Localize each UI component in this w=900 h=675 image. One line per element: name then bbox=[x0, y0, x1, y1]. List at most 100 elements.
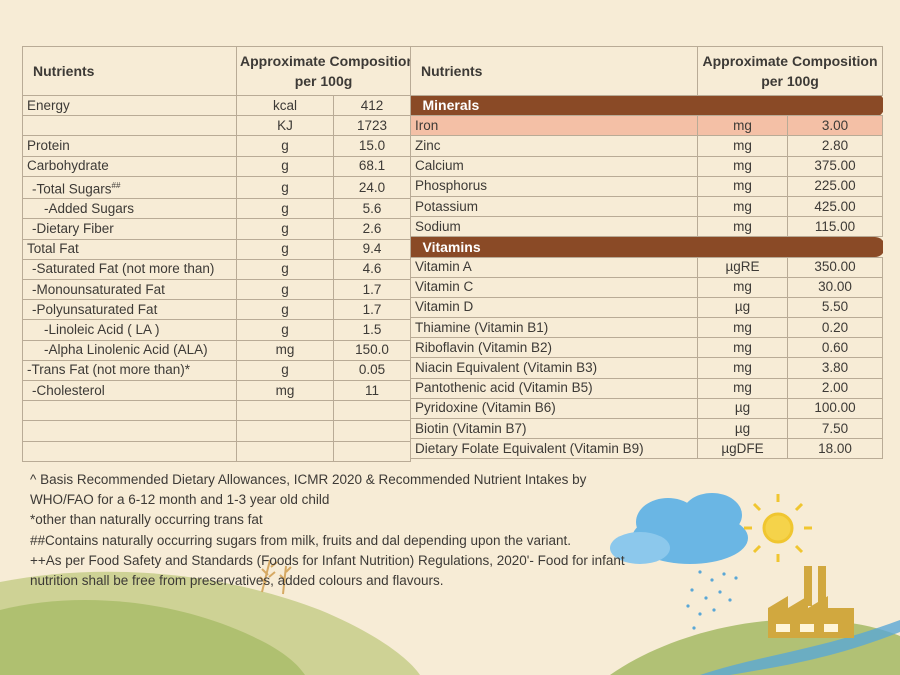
nutrient-label: Carbohydrate bbox=[27, 158, 109, 174]
table-header-row: Nutrients Approximate Composition per 10… bbox=[410, 46, 884, 96]
table-row: -Monounsaturated Fat g 1.7 bbox=[22, 278, 412, 301]
table-row: Calcium mg 375.00 bbox=[410, 155, 884, 177]
nutrients-header: Nutrients bbox=[410, 46, 698, 96]
nutrient-name bbox=[22, 420, 237, 442]
table-row: Riboflavin (Vitamin B2) mg 0.60 bbox=[410, 337, 884, 359]
table-row: Potassium mg 425.00 bbox=[410, 195, 884, 218]
nutrient-unit: g bbox=[236, 175, 334, 200]
nutrient-unit: g bbox=[236, 155, 334, 177]
cloud-icon bbox=[610, 493, 748, 564]
footnote-line: ^ Basis Recommended Dietary Allowances, … bbox=[30, 472, 587, 487]
nutrient-unit: kcal bbox=[236, 94, 334, 117]
table-row: Thiamine (Vitamin B1) mg 0.20 bbox=[410, 317, 884, 339]
table-row: -Trans Fat (not more than)* g 0.05 bbox=[22, 359, 412, 381]
table-row: Carbohydrate g 68.1 bbox=[22, 155, 412, 177]
table-row: Total Fat g 9.4 bbox=[22, 238, 412, 260]
nutrient-unit: mg bbox=[697, 115, 788, 137]
nutrient-unit bbox=[236, 400, 334, 422]
micronutrients-body: Minerals Iron mg 3.00 Zinc mg 2.80 Calcium mg 375… bbox=[410, 94, 884, 460]
footnote-line: *other than naturally occurring trans fa… bbox=[30, 512, 263, 528]
nutrient-name: Phosphorus bbox=[410, 175, 698, 197]
nutrient-name: -Trans Fat (not more than)* bbox=[22, 359, 237, 381]
nutrient-value: 11 bbox=[332, 379, 412, 402]
footnotes: ^ Basis Recommended Dietary Allowances, … bbox=[30, 470, 650, 591]
macronutrients-body: Energy kcal 412 KJ 1723 Protein g 15.0 Carbohydr… bbox=[22, 94, 412, 462]
nutrient-value: 3.00 bbox=[786, 115, 884, 137]
nutrient-value: 68.1 bbox=[332, 155, 412, 177]
nutrient-name: -Alpha Linolenic Acid (ALA) bbox=[22, 339, 237, 361]
nutrient-label: Protein bbox=[27, 137, 70, 153]
nutrient-name: -Total Sugars## bbox=[22, 175, 237, 200]
table-row: Pyridoxine (Vitamin B6) µg 100.00 bbox=[410, 397, 884, 420]
nutrient-name: Potassium bbox=[410, 195, 698, 218]
nutrient-value: 0.05 bbox=[332, 359, 412, 381]
nutrient-value bbox=[332, 400, 412, 422]
table-row: Biotin (Vitamin B7) µg 7.50 bbox=[410, 417, 884, 440]
river bbox=[700, 620, 900, 675]
footnote-marker: ## bbox=[111, 180, 121, 190]
sun-icon bbox=[744, 494, 812, 562]
nutrient-value: 3.80 bbox=[786, 357, 884, 379]
composition-header-line1: Approximate Composition bbox=[702, 53, 878, 69]
nutrient-unit: µgRE bbox=[697, 256, 788, 278]
nutrient-value: 24.0 bbox=[332, 175, 412, 200]
nutrient-value: 375.00 bbox=[786, 155, 884, 177]
footnote-line: ##Contains naturally occurring sugars fr… bbox=[30, 532, 572, 548]
footnote-line: WHO/FAO for a 6-12 month and 1-3 year ol… bbox=[30, 492, 330, 508]
nutrient-name: -Linoleic Acid ( LA ) bbox=[22, 319, 237, 341]
nutrient-name: Vitamin C bbox=[410, 276, 698, 298]
nutrient-unit: mg bbox=[697, 175, 788, 197]
table-row: Zinc mg 2.80 bbox=[410, 135, 884, 157]
table-header-row: Nutrients Approximate Composition per 10… bbox=[22, 46, 412, 96]
nutrient-value: 5.6 bbox=[332, 198, 412, 220]
section-header-cell: Vitamins bbox=[410, 236, 883, 258]
nutrient-unit: g bbox=[236, 135, 334, 157]
nutrient-unit: g bbox=[236, 299, 334, 321]
table-row: Protein g 15.0 bbox=[22, 135, 412, 157]
nutrient-unit: KJ bbox=[236, 115, 334, 137]
nutrient-unit bbox=[236, 420, 334, 442]
nutrient-value: 7.50 bbox=[786, 417, 884, 440]
table-row: -Added Sugars g 5.6 bbox=[22, 198, 412, 220]
nutrient-value: 1.5 bbox=[332, 319, 412, 341]
nutrient-name: Pantothenic acid (Vitamin B5) bbox=[410, 377, 698, 399]
nutrient-unit: mg bbox=[697, 276, 788, 298]
nutrient-name bbox=[22, 440, 237, 462]
nutrient-label: -Monounsaturated Fat bbox=[32, 281, 165, 297]
nutrient-unit: g bbox=[236, 359, 334, 381]
nutrient-name: Calcium bbox=[410, 155, 698, 177]
nutrient-label: -Trans Fat (not more than)* bbox=[27, 362, 191, 378]
nutrient-label: -Added Sugars bbox=[44, 200, 135, 216]
nutrient-unit: g bbox=[236, 198, 334, 220]
nutrient-name: -Monounsaturated Fat bbox=[22, 278, 237, 301]
nutrient-unit: mg bbox=[697, 216, 788, 238]
table-row: Iron mg 3.00 bbox=[410, 115, 884, 137]
nutrient-unit: mg bbox=[236, 339, 334, 361]
nutrient-unit: µg bbox=[697, 296, 788, 319]
composition-header-line2: per 100g bbox=[761, 73, 819, 89]
nutrient-label: -Dietary Fiber bbox=[32, 221, 114, 237]
nutrients-header: Nutrients bbox=[22, 46, 237, 96]
nutrient-unit: g bbox=[236, 278, 334, 301]
table-row: Sodium mg 115.00 bbox=[410, 216, 884, 238]
nutrient-label: Energy bbox=[27, 97, 70, 113]
nutrient-value: 2.80 bbox=[786, 135, 884, 157]
nutrient-value: 225.00 bbox=[786, 175, 884, 197]
nutrient-value: 0.60 bbox=[786, 337, 884, 359]
nutrient-value: 4.6 bbox=[332, 258, 412, 281]
table-row: -Cholesterol mg 11 bbox=[22, 379, 412, 402]
nutrient-value: 5.50 bbox=[786, 296, 884, 319]
table-row: KJ 1723 bbox=[22, 115, 412, 137]
wheat-icon bbox=[259, 559, 292, 595]
nutrient-name: Thiamine (Vitamin B1) bbox=[410, 317, 698, 339]
nutrient-value: 1723 bbox=[332, 115, 412, 137]
hill-front bbox=[0, 600, 305, 675]
nutrient-label: Total Fat bbox=[27, 241, 79, 257]
nutrient-label: -Total Sugars bbox=[32, 181, 112, 197]
nutrient-value: 30.00 bbox=[786, 276, 884, 298]
table-row bbox=[22, 400, 412, 422]
nutrient-unit: g bbox=[236, 218, 334, 240]
nutrient-unit: mg bbox=[697, 337, 788, 359]
nutrient-unit: g bbox=[236, 258, 334, 281]
